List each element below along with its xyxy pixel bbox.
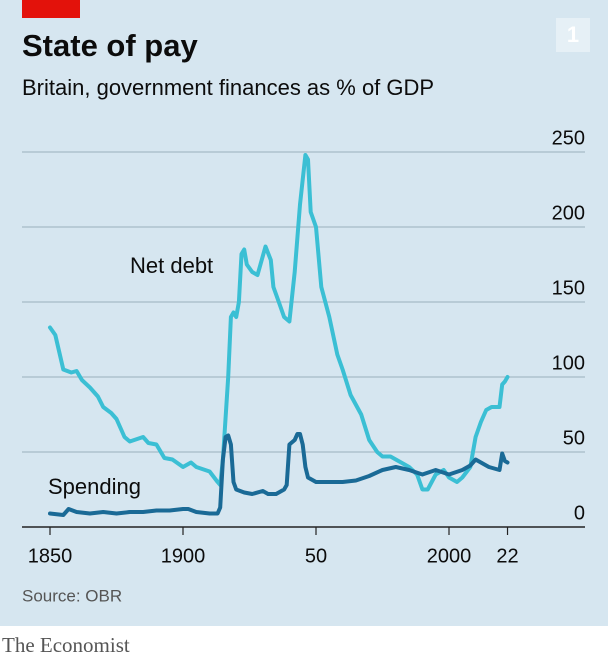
x-tick-label: 1850 (28, 545, 73, 567)
y-tick-label: 200 (552, 202, 585, 224)
chart-subtitle: Britain, government finances as % of GDP (22, 75, 434, 100)
badge-box (556, 18, 590, 52)
y-tick-label: 100 (552, 352, 585, 374)
y-tick-label: 0 (574, 502, 585, 524)
chart-title: State of pay (22, 28, 198, 63)
line (48, 432, 510, 517)
x-tick-label: 2000 (427, 545, 472, 567)
plot: 0 50 100 150 200 250 1850 1900 50 2000 22 Net debt S… (22, 127, 585, 567)
x-tick-label: 50 (305, 545, 327, 567)
x-tick-label: 22 (496, 545, 518, 567)
y-tick-label: 150 (552, 277, 585, 299)
series-label: Net debt (130, 253, 213, 278)
chart-background (0, 0, 608, 626)
brand-tag (22, 0, 80, 18)
y-tick-label: 250 (552, 127, 585, 149)
x-tick-label: 1900 (161, 545, 206, 567)
brand: The Economist (2, 633, 130, 657)
y-tick-label: 50 (563, 427, 585, 449)
badge: 1 (567, 22, 579, 47)
source: Source: OBR (22, 586, 122, 605)
series-label: Spending (48, 474, 141, 499)
